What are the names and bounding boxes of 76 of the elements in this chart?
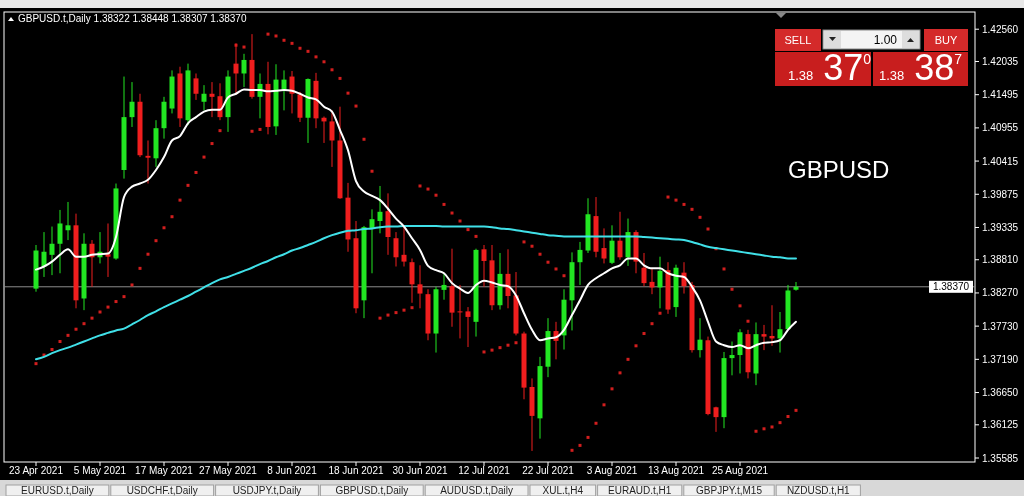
candlestick [737,328,743,374]
y-tick-label: 1.38270 [982,287,1019,299]
candlestick [417,264,423,309]
y-tick-label: 1.37190 [982,353,1019,365]
y-tick-label: 1.42560 [982,23,1019,35]
y-tick-label: 1.41495 [982,89,1019,101]
candlestick [49,226,55,276]
text: USDCHF.t,Daily [126,485,198,496]
y-tick-label: 1.40955 [982,122,1019,134]
candlestick [481,244,487,288]
candlestick [777,311,783,354]
candlestick [641,252,647,287]
candlestick [401,226,407,268]
candlestick [41,231,47,278]
candlestick [193,72,199,101]
y-tick-label: 1.40415 [982,155,1019,167]
y-tick-label: 1.37730 [982,320,1019,332]
candlestick [617,211,623,261]
candlestick [329,109,335,168]
x-tick-label: 8 Jun 2021 [267,465,318,476]
candlestick [209,81,215,118]
x-tick-label: 25 Aug 2021 [711,465,769,476]
candlestick [65,201,71,241]
candlestick [697,317,703,358]
text: EURAUD.t,H1 [608,485,672,496]
candlestick [713,406,719,433]
candlestick [377,185,383,234]
candlestick [129,81,135,128]
x-tick-label: 22 Jul 2021 [522,465,575,476]
y-tick-label: 1.39875 [982,188,1019,200]
x-tick-label: 30 Jun 2021 [392,465,448,476]
ref-line-label: 1.38370 [932,281,970,293]
candlestick [761,324,767,351]
x-tick-label: 27 May 2021 [199,465,258,476]
x-tick-label: 13 Aug 2021 [647,465,705,476]
candlestick [793,281,799,292]
y-tick-label: 1.36125 [982,419,1019,431]
candlestick [241,53,247,88]
candlestick [729,341,735,376]
text: AUDUSD.t,Daily [440,485,513,496]
candlestick [601,227,607,264]
candlestick [409,258,415,304]
chart-title: GBPUSD.t,Daily 1.38322 1.38448 1.38307 1.38370 [18,13,247,24]
candlestick [393,231,399,268]
candlestick [441,272,447,301]
annotation: SELL [784,34,812,46]
annotation: GBPUSD [788,156,890,183]
text: EURUSD.t,Daily [21,485,94,496]
y-tick-label: 1.36650 [982,387,1019,399]
text: NZDUSD.t,H1 [786,485,851,496]
x-tick-label: 17 May 2021 [135,465,194,476]
text: USDJPY.t,Daily [232,485,302,496]
candlestick [577,241,583,286]
text: GBPJPY.t,M15 [696,485,763,496]
annotation: 1.38 37$^{0}$ [788,47,872,88]
order-panel: SELL 1.00 BUY 1.38 37$^{0}$ 1.38 38$^{7}$ [775,29,968,88]
candlestick [145,139,151,185]
y-tick-label: 1.42035 [982,55,1019,67]
text: XUL.t,H4 [542,485,584,496]
candlestick [297,91,303,123]
candlestick [609,224,615,265]
candlestick [201,84,207,111]
candlestick [57,209,63,274]
x-tick-label: 3 Aug 2021 [586,465,638,476]
candlestick [657,256,663,309]
x-tick-label: 5 May 2021 [73,465,127,476]
x-tick-label: 18 Jun 2021 [328,465,384,476]
text: GBPUSD.t,Daily [335,485,409,496]
candlestick [465,306,471,348]
y-tick-label: 1.35585 [982,452,1019,464]
candlestick [105,222,111,278]
y-tick-label: 1.38810 [982,254,1019,266]
x-tick-label: 12 Jul 2021 [458,465,511,476]
y-tick-label: 1.39335 [982,221,1019,233]
x-tick-label: 23 Apr 2021 [9,465,64,476]
candlestick [457,284,463,339]
